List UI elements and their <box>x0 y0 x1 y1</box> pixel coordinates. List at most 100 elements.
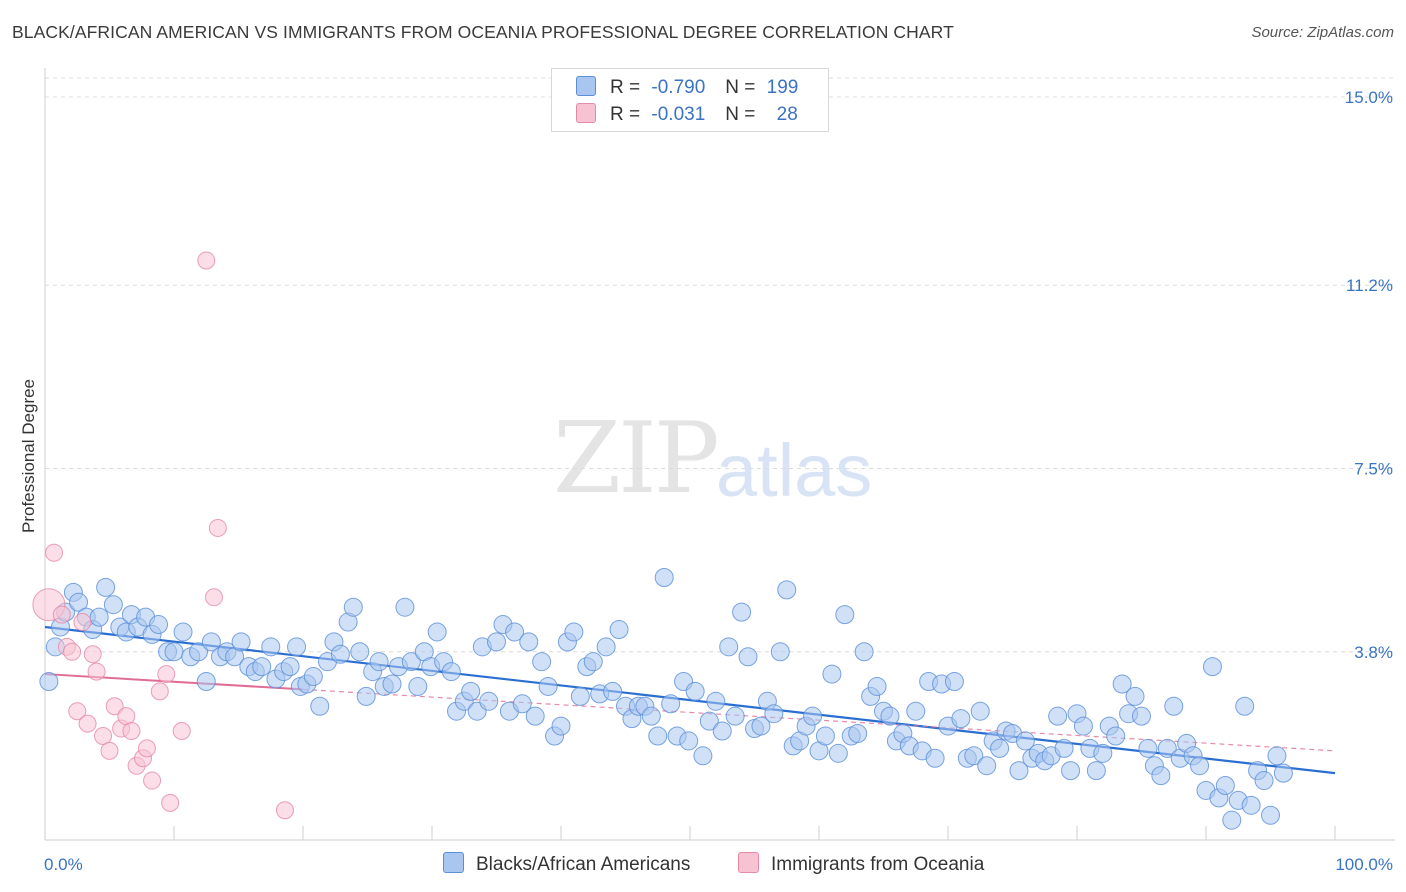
point-blacks <box>280 657 300 677</box>
point-oceania <box>73 613 92 632</box>
point-oceania <box>78 714 97 733</box>
point-blacks <box>231 632 251 652</box>
point-blacks <box>310 696 330 716</box>
point-blacks <box>69 592 89 612</box>
point-blacks <box>1241 795 1261 815</box>
y-tick-label: 11.2% <box>1346 276 1393 295</box>
legend-item-blacks: Blacks/African Americans <box>443 852 690 876</box>
point-blacks <box>854 642 874 662</box>
point-blacks <box>252 657 272 677</box>
point-blacks <box>925 748 945 768</box>
point-blacks <box>725 706 745 726</box>
point-blacks <box>287 637 307 657</box>
legend-swatch-blue <box>443 852 464 873</box>
point-oceania <box>150 682 169 701</box>
point-blacks <box>777 580 797 600</box>
point-blacks <box>1054 738 1074 758</box>
point-blacks <box>1015 731 1035 751</box>
trend-line-blacks <box>44 625 1336 775</box>
point-blacks <box>944 671 964 691</box>
point-blacks <box>1009 761 1029 781</box>
point-blacks <box>764 704 784 724</box>
legend-n-label: N = <box>725 104 756 125</box>
watermark-atlas: atlas <box>716 429 873 512</box>
point-blacks <box>487 632 506 652</box>
source-label: Source: ZipAtlas.com <box>1251 24 1394 41</box>
point-blacks <box>261 637 281 657</box>
point-blacks <box>196 671 216 691</box>
point-oceania <box>100 741 119 760</box>
legend-r-label: R = <box>610 104 641 125</box>
point-blacks <box>654 567 674 587</box>
point-blacks <box>951 709 971 729</box>
point-oceania <box>157 665 176 684</box>
point-blacks <box>1073 716 1093 736</box>
point-blacks <box>1138 738 1158 758</box>
point-blacks <box>1048 706 1068 726</box>
point-blacks <box>699 711 719 731</box>
point-blacks <box>828 743 848 763</box>
legend-n-value: 28 <box>776 104 798 125</box>
point-blacks <box>719 637 739 657</box>
point-blacks <box>1061 761 1081 781</box>
point-oceania <box>143 771 162 790</box>
point-blacks <box>103 595 123 615</box>
point-blacks <box>39 671 59 691</box>
correlation-legend: R = -0.790 N = 199 R = -0.031 N = 28 <box>551 68 829 132</box>
point-blacks <box>395 597 415 617</box>
point-oceania <box>68 702 87 721</box>
legend-n-value: 199 <box>766 77 799 98</box>
data-points <box>32 251 1293 830</box>
y-tick-label: 3.8% <box>1354 643 1393 662</box>
point-blacks <box>803 706 823 726</box>
watermark-zip: ZIP <box>553 402 720 516</box>
legend-row-blacks: R = -0.790 N = 199 <box>576 76 798 100</box>
point-blacks <box>1086 761 1106 781</box>
point-blacks <box>964 746 984 766</box>
point-blacks <box>96 577 116 597</box>
point-blacks <box>1151 766 1171 786</box>
point-oceania <box>122 722 141 741</box>
point-blacks <box>1132 706 1151 726</box>
point-blacks <box>1093 743 1113 763</box>
point-oceania <box>63 642 82 661</box>
point-blacks <box>977 756 997 776</box>
point-blacks <box>693 746 713 766</box>
point-blacks <box>880 706 900 726</box>
point-blacks <box>815 726 835 746</box>
point-blacks <box>906 701 926 721</box>
point-blacks <box>1235 696 1255 716</box>
point-blacks <box>1267 746 1287 766</box>
point-oceania <box>208 518 227 537</box>
legend-label-blacks: Blacks/African Americans <box>476 854 691 875</box>
point-blacks <box>1125 686 1145 706</box>
point-blacks <box>303 667 323 687</box>
chart-title: BLACK/AFRICAN AMERICAN VS IMMIGRANTS FRO… <box>12 22 954 42</box>
point-blacks <box>551 716 571 736</box>
point-blacks <box>706 691 726 711</box>
point-blacks <box>201 632 221 652</box>
point-blacks <box>350 642 370 662</box>
point-blacks <box>525 706 545 726</box>
point-blacks <box>149 615 169 635</box>
legend-row-oceania: R = -0.031 N = 28 <box>576 103 798 127</box>
point-blacks <box>1106 726 1126 746</box>
point-blacks <box>1190 756 1210 776</box>
point-blacks <box>401 652 421 672</box>
y-axis-label: Professional Degree <box>19 379 38 533</box>
point-blacks <box>822 664 842 684</box>
point-oceania <box>105 697 124 716</box>
legend-item-oceania: Immigrants from Oceania <box>738 852 984 876</box>
point-blacks <box>538 676 558 696</box>
point-blacks <box>1164 696 1184 716</box>
x-tick-label: 100.0% <box>1335 855 1393 874</box>
point-blacks <box>848 724 868 744</box>
point-oceania <box>137 739 156 758</box>
point-oceania <box>275 801 294 820</box>
point-oceania <box>197 251 216 270</box>
legend-label-oceania: Immigrants from Oceania <box>771 854 985 875</box>
point-blacks <box>770 642 790 662</box>
point-oceania <box>83 645 102 664</box>
point-blacks <box>1254 771 1274 791</box>
